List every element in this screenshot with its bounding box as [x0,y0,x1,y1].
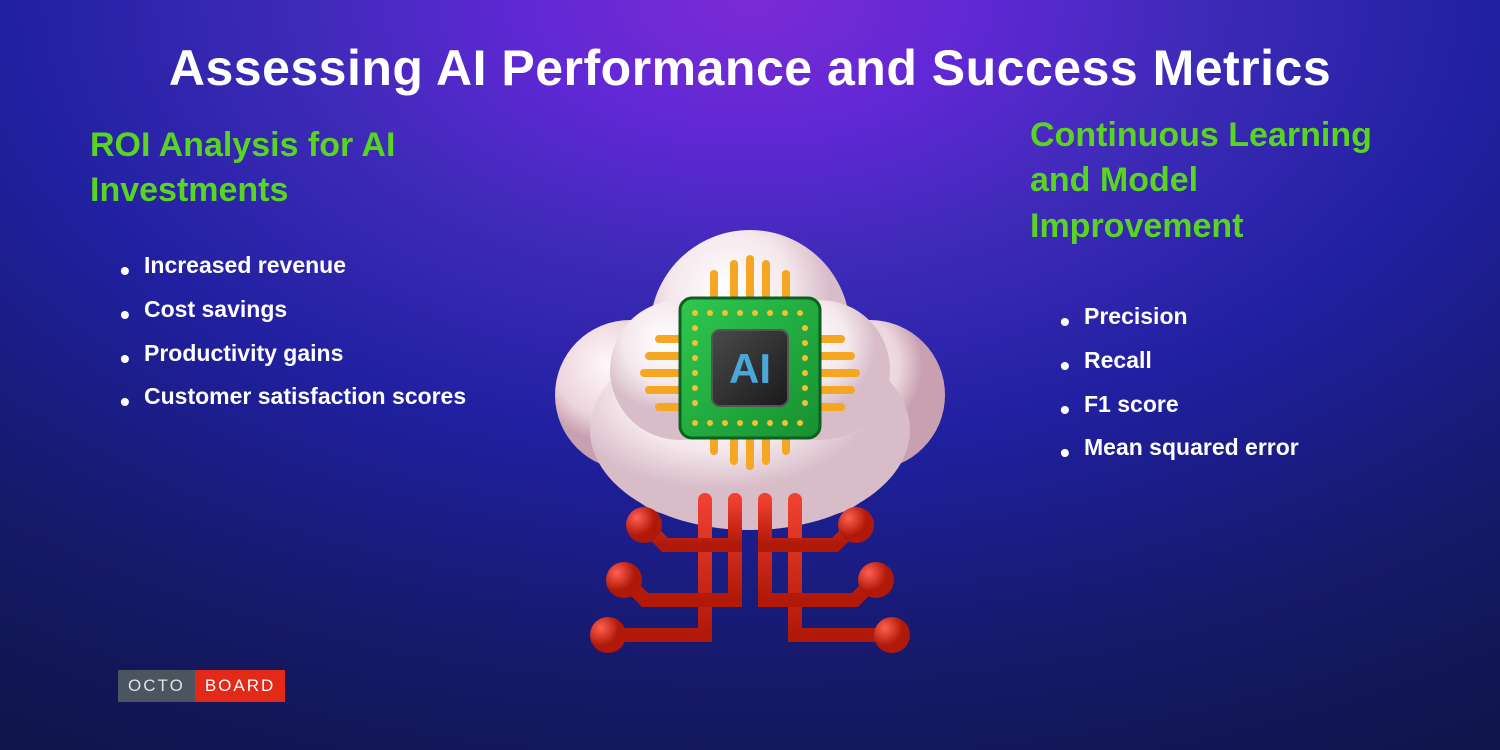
list-item: Recall [1060,339,1410,383]
list-item: Increased revenue [120,244,470,288]
left-heading: ROI Analysis for AI Investments [90,123,470,215]
infographic-container: Assessing AI Performance and Success Met… [0,0,1500,750]
list-item: F1 score [1060,383,1410,427]
main-title: Assessing AI Performance and Success Met… [0,0,1500,103]
left-bullet-list: Increased revenue Cost savings Productiv… [90,244,470,419]
logo-left: OCTO [118,670,195,702]
right-bullet-list: Precision Recall F1 score Mean squared e… [1030,295,1410,470]
list-item: Customer satisfaction scores [120,375,470,419]
list-item: Mean squared error [1060,426,1410,470]
brand-logo: OCTO BOARD [118,670,285,702]
ai-cloud-graphic: AI [500,200,1000,700]
left-column: ROI Analysis for AI Investments Increase… [90,113,470,470]
right-column: Continuous Learning and Model Improvemen… [1030,113,1410,470]
list-item: Precision [1060,295,1410,339]
right-heading: Continuous Learning and Model Improvemen… [1030,113,1410,251]
list-item: Cost savings [120,288,470,332]
list-item: Productivity gains [120,332,470,376]
logo-right: BOARD [195,670,285,702]
ai-chip-label: AI [729,345,771,392]
